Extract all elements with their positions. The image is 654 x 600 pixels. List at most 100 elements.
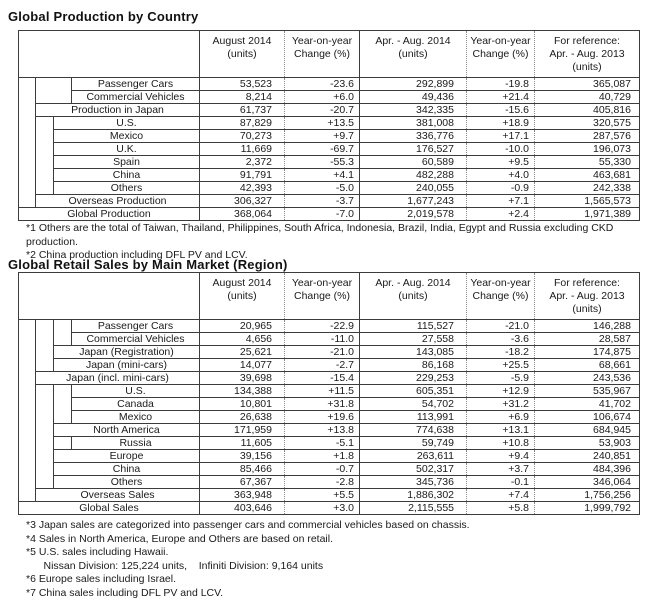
value-cell: 106,674 bbox=[534, 410, 640, 424]
row-label: Production in Japan bbox=[35, 103, 200, 117]
table-row: China 91,791 +4.1 482,288 +4.0 463,681 bbox=[19, 168, 640, 182]
value-cell: 1,971,389 bbox=[534, 207, 640, 221]
indent-strip bbox=[53, 436, 72, 450]
value-cell: 60,589 bbox=[359, 155, 467, 169]
value-cell: +4.0 bbox=[466, 168, 535, 182]
retail-footnotes: *3 Japan sales are categorized into pass… bbox=[26, 519, 470, 600]
table-row: U.S. 87,829 +13.5 381,008 +18.9 320,575 bbox=[19, 116, 640, 195]
value-cell: 605,351 bbox=[359, 384, 467, 398]
row-label: U.K. bbox=[53, 142, 200, 156]
footnote: *6 Europe sales including Israel. bbox=[26, 573, 177, 585]
table-row: Commercial Vehicles 8,214 +6.0 49,436 +2… bbox=[19, 90, 640, 104]
value-cell: 54,702 bbox=[359, 397, 467, 411]
value-cell: 27,558 bbox=[359, 332, 467, 346]
corner-cell bbox=[18, 272, 200, 320]
value-cell: 482,288 bbox=[359, 168, 467, 182]
value-cell: 292,899 bbox=[359, 77, 467, 91]
row-label: U.S. bbox=[71, 384, 200, 398]
value-cell: 87,829 bbox=[199, 116, 285, 130]
indent-strip bbox=[35, 77, 72, 104]
value-cell: 14,077 bbox=[199, 358, 285, 372]
value-cell: 53,523 bbox=[199, 77, 285, 91]
value-cell: 405,816 bbox=[534, 103, 640, 117]
value-cell: 42,393 bbox=[199, 181, 285, 195]
value-cell: 11,605 bbox=[199, 436, 285, 450]
value-cell: -2.7 bbox=[284, 358, 360, 372]
value-cell: +21.4 bbox=[466, 90, 535, 104]
value-cell: 20,965 bbox=[199, 319, 285, 333]
value-cell: 176,527 bbox=[359, 142, 467, 156]
row-label: Others bbox=[53, 181, 200, 195]
value-cell: 59,749 bbox=[359, 436, 467, 450]
value-cell: 342,335 bbox=[359, 103, 467, 117]
row-label: Overseas Production bbox=[35, 194, 200, 208]
indent-strip bbox=[18, 319, 36, 502]
row-label: Commercial Vehicles bbox=[71, 90, 200, 104]
value-cell: 463,681 bbox=[534, 168, 640, 182]
row-label: Russia bbox=[71, 436, 200, 450]
value-cell: +25.5 bbox=[466, 358, 535, 372]
column-header-apraug2014: Apr. - Aug. 2014 (units) bbox=[359, 30, 467, 78]
value-cell: 2,019,578 bbox=[359, 207, 467, 221]
value-cell: 1,677,243 bbox=[359, 194, 467, 208]
retail-table-title: Global Retail Sales by Main Market (Regi… bbox=[8, 257, 288, 272]
table-row: Europe 39,156 +1.8 263,611 +9.4 240,851 bbox=[19, 449, 640, 463]
header-row: August 2014 (units) Year-on-year Change … bbox=[18, 272, 640, 320]
value-cell: 774,638 bbox=[359, 423, 467, 437]
value-cell: 502,317 bbox=[359, 462, 467, 476]
footnote: Nissan Division: 125,224 units, Infiniti… bbox=[26, 559, 324, 572]
table-row: North America 171,959 +13.8 774,638 +13.… bbox=[19, 423, 640, 437]
table-row: Canada 10,801 +31.8 54,702 +31.2 41,702 bbox=[19, 397, 640, 411]
table-row: Commercial Vehicles 4,656 -11.0 27,558 -… bbox=[19, 332, 640, 346]
row-label: Passenger Cars bbox=[71, 77, 200, 91]
table-row: Others 67,367 -2.8 345,736 -0.1 346,064 bbox=[19, 475, 640, 489]
column-header-apraug2014: Apr. - Aug. 2014 (units) bbox=[359, 272, 467, 320]
value-cell: +7.1 bbox=[466, 194, 535, 208]
value-cell: -5.0 bbox=[284, 181, 360, 195]
value-cell: -7.0 bbox=[284, 207, 360, 221]
value-cell: 1,565,573 bbox=[534, 194, 640, 208]
value-cell: -20.7 bbox=[284, 103, 360, 117]
table-row: Overseas Sales 363,948 +5.5 1,886,302 +7… bbox=[19, 488, 640, 502]
value-cell: +19.6 bbox=[284, 410, 360, 424]
value-cell: 243,536 bbox=[534, 371, 640, 385]
header-row: August 2014 (units) Year-on-year Change … bbox=[18, 30, 640, 78]
table-row: Japan (incl. mini-cars) 39,698 -15.4 229… bbox=[19, 371, 640, 385]
table-row: China 85,466 -0.7 502,317 +3.7 484,396 bbox=[19, 462, 640, 476]
value-cell: 11,669 bbox=[199, 142, 285, 156]
value-cell: 365,087 bbox=[534, 77, 640, 91]
row-label: Others bbox=[53, 475, 200, 489]
value-cell: +5.8 bbox=[466, 501, 535, 515]
value-cell: 86,168 bbox=[359, 358, 467, 372]
value-cell: 363,948 bbox=[199, 488, 285, 502]
row-label: Passenger Cars bbox=[71, 319, 200, 333]
value-cell: -15.6 bbox=[466, 103, 535, 117]
value-cell: +18.9 bbox=[466, 116, 535, 130]
row-label: Canada bbox=[71, 397, 200, 411]
value-cell: 174,875 bbox=[534, 345, 640, 359]
column-header-reference: For reference: Apr. - Aug. 2013 (units) bbox=[534, 30, 640, 78]
value-cell: 171,959 bbox=[199, 423, 285, 437]
table-row: U.K. 11,669 -69.7 176,527 -10.0 196,073 bbox=[19, 142, 640, 156]
value-cell: +17.1 bbox=[466, 129, 535, 143]
value-cell: +10.8 bbox=[466, 436, 535, 450]
row-label: Mexico bbox=[53, 129, 200, 143]
value-cell: -0.1 bbox=[466, 475, 535, 489]
footnote: *5 U.S. sales including Hawaii. bbox=[26, 546, 169, 558]
column-header-yoy2: Year-on-year Change (%) bbox=[466, 30, 535, 78]
value-cell: -0.7 bbox=[284, 462, 360, 476]
value-cell: +31.8 bbox=[284, 397, 360, 411]
value-cell: -5.1 bbox=[284, 436, 360, 450]
value-cell: 61,737 bbox=[199, 103, 285, 117]
value-cell: +13.8 bbox=[284, 423, 360, 437]
column-header-yoy1: Year-on-year Change (%) bbox=[284, 272, 360, 320]
value-cell: 146,288 bbox=[534, 319, 640, 333]
value-cell: +4.1 bbox=[284, 168, 360, 182]
value-cell: -22.9 bbox=[284, 319, 360, 333]
value-cell: -2.8 bbox=[284, 475, 360, 489]
table-row: Global Sales 403,646 +3.0 2,115,555 +5.8… bbox=[18, 501, 640, 515]
value-cell: +12.9 bbox=[466, 384, 535, 398]
production-table: August 2014 (units) Year-on-year Change … bbox=[18, 30, 640, 221]
row-label: U.S. bbox=[53, 116, 200, 130]
